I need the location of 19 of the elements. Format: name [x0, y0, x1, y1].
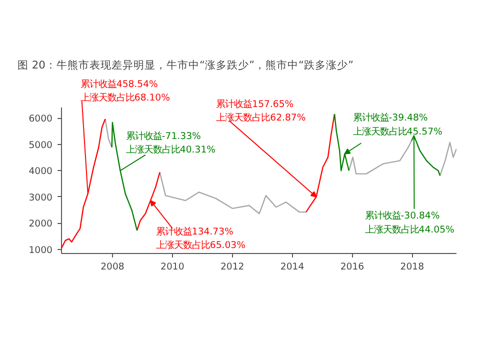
y-tick-label: 3000: [28, 192, 53, 204]
annotation: 累计收益-39.48% 上涨天数占比45.57%: [352, 112, 443, 138]
x-tick-label: 2010: [160, 262, 184, 272]
y-tick-label: 6000: [28, 114, 53, 125]
annotation: 累计收益-71.33% 上涨天数占比40.31%: [126, 130, 216, 156]
x-tick-label: 2012: [220, 262, 244, 272]
y-tick-label: 2000: [28, 218, 53, 230]
x-tick-label: 2008: [100, 262, 124, 272]
x-tick-label: 2016: [340, 262, 364, 272]
y-tick-label: 4000: [28, 166, 53, 178]
annotation: 累计收益134.73% 上涨天数占比65.03%: [156, 226, 246, 252]
annotation: 累计收益-30.84% 上涨天数占比44.05%: [364, 210, 454, 236]
annotation: 累计收益157.65% 上涨天数占比62.87%: [216, 98, 306, 124]
annotation: 累计收益458.54% 上涨天数占比68.10%: [80, 78, 170, 104]
chart-title: 图 20：牛熊市表现差异明显，牛市中“涨多跌少”，熊市中“跌多涨少”: [18, 58, 354, 72]
y-tick-label: 5000: [28, 140, 53, 151]
x-tick-label: 2014: [280, 262, 304, 272]
y-tick-label: 1000: [28, 244, 53, 256]
x-tick-label: 2018: [400, 262, 424, 272]
